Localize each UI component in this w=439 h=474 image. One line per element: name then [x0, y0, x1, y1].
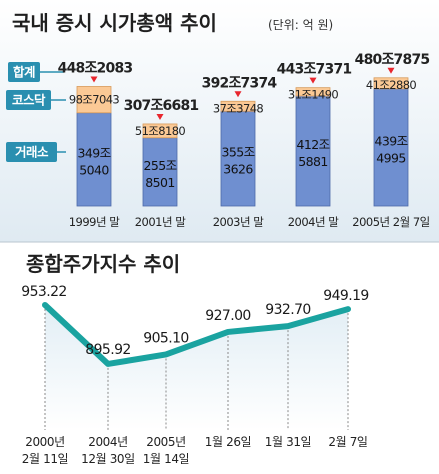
- exchange-value-label: 439조: [375, 133, 408, 148]
- x-axis-label: 2005년: [146, 435, 186, 449]
- total-marker: [309, 77, 317, 84]
- unit-label: (단위: 억 원): [268, 18, 333, 32]
- x-axis-label: 2월 7일: [328, 435, 367, 449]
- legend-exchange-label: 거래소: [15, 145, 49, 160]
- legend-exchange-box: [6, 142, 57, 162]
- bar-kosdaq: [295, 87, 331, 97]
- exchange-value-label: 349조: [78, 145, 111, 160]
- bar-exchange: [373, 88, 409, 207]
- x-axis-label: 12월 30일: [81, 452, 135, 466]
- total-marker: [234, 91, 242, 98]
- exchange-value-label: 8501: [145, 175, 174, 190]
- point-value-label: 953.22: [21, 284, 66, 300]
- kosdaq-value-label: 31조1490: [288, 88, 339, 102]
- point-value-label: 895.92: [85, 342, 130, 358]
- exchange-value-label: 3626: [223, 162, 253, 177]
- category-label: 2004년 말: [288, 215, 340, 229]
- bar-section-background: [0, 0, 439, 242]
- bar-exchange: [76, 112, 112, 207]
- exchange-value-label: 412조: [297, 137, 330, 152]
- legend-total-label: 합계: [13, 65, 35, 80]
- total-value-label: 443조7371: [277, 62, 352, 78]
- kosdaq-value-label: 51조8180: [135, 124, 186, 138]
- bar-kosdaq: [220, 100, 256, 112]
- exchange-value-label: 4995: [376, 150, 405, 165]
- total-value-label: 392조7374: [202, 75, 278, 91]
- x-axis-label: 1월 26일: [205, 435, 251, 449]
- point-value-label: 927.00: [205, 308, 250, 324]
- total-marker: [90, 76, 98, 83]
- total-value-label: 480조7875: [355, 52, 430, 68]
- kosdaq-value-label: 41조2880: [366, 78, 417, 92]
- kosdaq-value-label: 37조3748: [213, 101, 264, 115]
- kosdaq-value-label: 98조7043: [69, 93, 120, 107]
- bar-kosdaq: [373, 77, 409, 90]
- legend-kosdaq-label: 코스닥: [12, 93, 46, 108]
- category-label: 1999년 말: [69, 215, 121, 229]
- exchange-value-label: 355조: [222, 145, 255, 160]
- point-value-label: 905.10: [143, 330, 188, 346]
- x-axis-label: 2004년: [88, 435, 128, 449]
- x-axis-label: 1월 31일: [265, 435, 311, 449]
- point-value-label: 949.19: [323, 288, 368, 304]
- bar-kosdaq: [76, 86, 112, 114]
- category-label: 2001년 말: [135, 215, 187, 229]
- exchange-value-label: 255조: [144, 158, 177, 173]
- exchange-value-label: 5040: [79, 162, 109, 177]
- legend-total-box: [8, 62, 40, 82]
- point-value-label: 932.70: [265, 302, 310, 318]
- total-marker: [387, 67, 395, 74]
- bar-exchange: [142, 137, 178, 207]
- legend-kosdaq-box: [6, 90, 51, 110]
- exchange-value-label: 5881: [298, 154, 327, 169]
- x-axis-label: 1월 14일: [143, 452, 189, 466]
- line-area: [45, 304, 348, 430]
- line-chart-title: 종합주가지수 추이: [26, 252, 180, 276]
- x-axis-label: 2000년: [25, 435, 65, 449]
- x-axis-label: 2월 11일: [22, 452, 68, 466]
- bar-exchange: [220, 110, 256, 207]
- category-label: 2003년 말: [213, 215, 265, 229]
- total-marker: [156, 113, 164, 120]
- total-value-label: 448조2083: [58, 60, 133, 76]
- category-label: 2005년 2월 7일: [352, 215, 429, 229]
- bar-kosdaq: [142, 123, 178, 139]
- bar-exchange: [295, 95, 331, 207]
- bar-chart-title: 국내 증시 시가총액 추이: [12, 11, 217, 35]
- legend: 합계 코스닥 거래소: [6, 62, 66, 162]
- total-value-label: 307조6681: [124, 98, 199, 114]
- kospi-line: [42, 301, 351, 367]
